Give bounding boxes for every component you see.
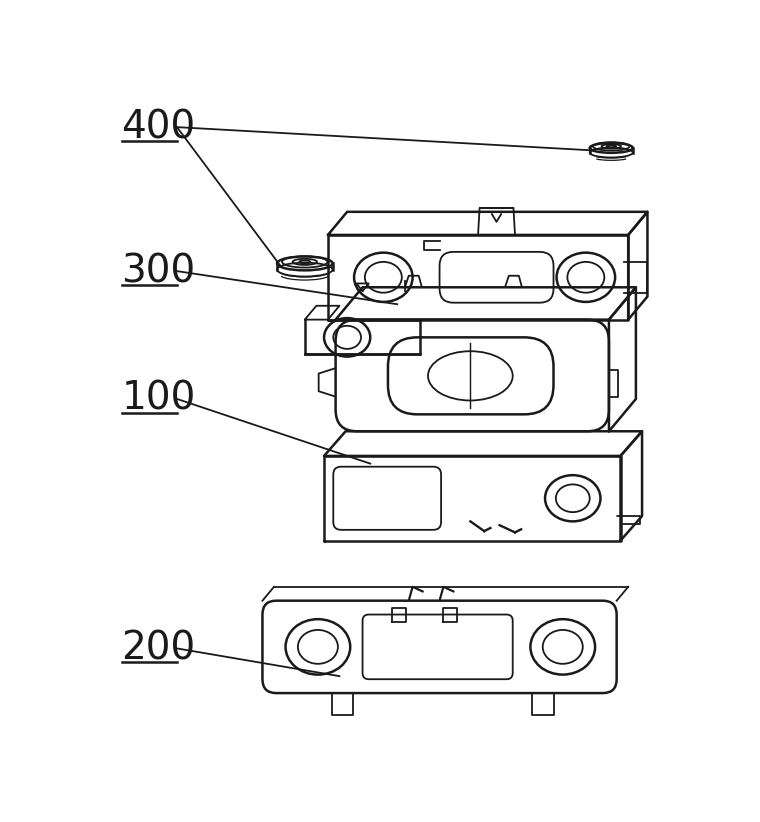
Text: 400: 400 bbox=[122, 109, 196, 146]
Text: 100: 100 bbox=[122, 380, 196, 418]
Text: 300: 300 bbox=[122, 252, 196, 290]
Text: 200: 200 bbox=[122, 630, 196, 667]
